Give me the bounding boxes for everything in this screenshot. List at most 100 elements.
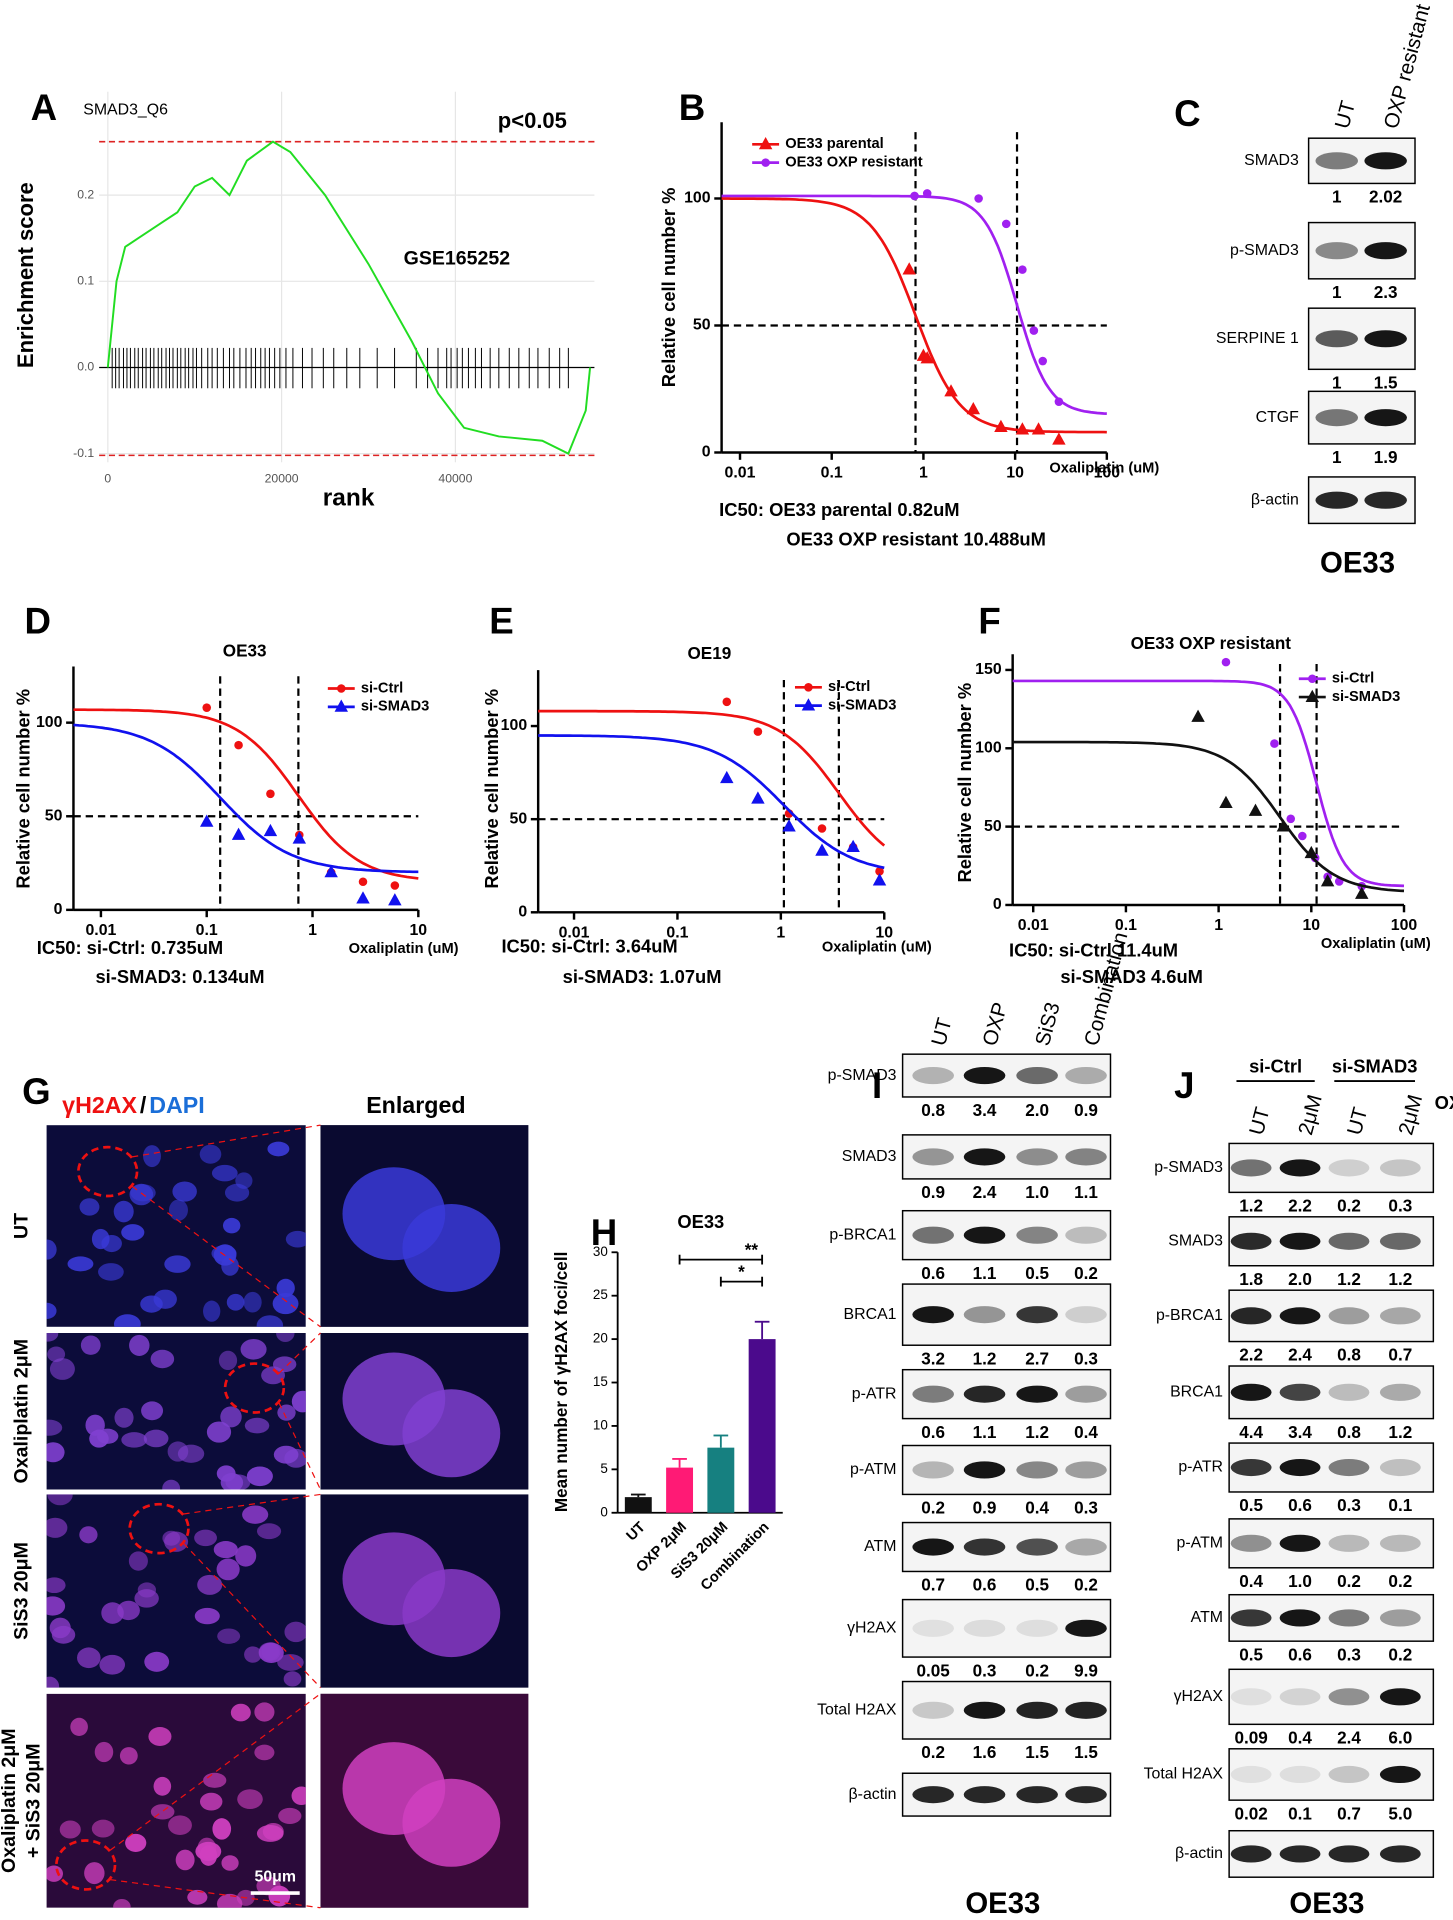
- panel-label: H: [591, 1212, 617, 1253]
- nucleus: [79, 1526, 98, 1544]
- x-tick-label: 20000: [265, 472, 299, 486]
- nucleus: [114, 1407, 134, 1428]
- nucleus: [222, 1217, 241, 1234]
- y-tick-label: 5: [600, 1461, 607, 1476]
- data-point: [1219, 795, 1233, 809]
- focus-circle: [77, 1145, 139, 1198]
- blot-band: [1315, 330, 1359, 348]
- nucleus: [199, 1792, 223, 1811]
- band-quantification: 0.2: [1074, 1576, 1098, 1595]
- blot-label: Total H2AX: [1144, 1766, 1224, 1783]
- blot-band: [963, 1619, 1006, 1637]
- image-title: Enlarged: [366, 1092, 465, 1118]
- blot-band: [912, 1226, 954, 1244]
- nucleus: [113, 1898, 131, 1908]
- data-point: [1355, 886, 1369, 899]
- lane-label: UT: [1245, 1105, 1274, 1138]
- blot-band: [1230, 1307, 1272, 1325]
- band-quantification: 0.4: [1074, 1423, 1098, 1442]
- nucleus: [148, 1727, 172, 1746]
- nucleus: [216, 1893, 243, 1908]
- image-title: DAPI: [149, 1092, 204, 1118]
- blot-band: [1016, 1385, 1058, 1403]
- y-tick-label: 30: [593, 1244, 608, 1259]
- data-point: [1276, 819, 1291, 832]
- y-tick-label: 10: [593, 1417, 608, 1432]
- x-tick-label: 40000: [438, 472, 472, 486]
- blot-band: [1065, 1538, 1107, 1556]
- blot-band: [1016, 1226, 1058, 1244]
- panel-label: C: [1174, 93, 1200, 134]
- band-quantification: 3.4: [1288, 1423, 1312, 1442]
- nucleus: [276, 1332, 295, 1342]
- blot-band: [963, 1461, 1006, 1479]
- nucleus: [220, 1473, 244, 1490]
- blot-band: [1379, 1845, 1421, 1863]
- nucleus: [141, 1401, 164, 1421]
- nucleus: [284, 1448, 306, 1468]
- x-tick-label: 10: [875, 924, 893, 941]
- zoom-line: [183, 1542, 321, 1689]
- data-point: [966, 401, 981, 415]
- data-point: [202, 703, 212, 712]
- blot-band: [1328, 1232, 1370, 1250]
- data-point: [1031, 422, 1046, 435]
- ic50-note: IC50: si-Ctrl 11.4uM: [1009, 939, 1178, 960]
- ic50-note: IC50: si-Ctrl: 3.64uM: [501, 936, 677, 957]
- band-quantification: 0.5: [1239, 1645, 1263, 1664]
- y-axis-label: Relative cell number %: [954, 683, 975, 883]
- data-point: [753, 727, 763, 736]
- data-point: [1038, 356, 1048, 366]
- blot-band: [1016, 1461, 1058, 1479]
- band-quantification: 1.2: [1025, 1423, 1049, 1442]
- band-quantification: 3.2: [921, 1349, 945, 1368]
- blot-band: [1016, 1538, 1058, 1556]
- blot-band: [963, 1226, 1006, 1244]
- legend-label: si-Ctrl: [828, 679, 870, 695]
- treatment-label: OXP: [1435, 1092, 1453, 1113]
- blot-band: [963, 1306, 1006, 1324]
- data-point: [324, 865, 338, 878]
- fit-curve: [721, 194, 1107, 415]
- nucleus: [291, 1786, 306, 1806]
- blot-label: ATM: [864, 1538, 896, 1555]
- nucleus: [197, 1837, 217, 1859]
- blot-label: p-BRCA1: [1156, 1307, 1223, 1324]
- blot-band: [963, 1538, 1006, 1556]
- blot-band: [1328, 1845, 1370, 1863]
- enlarged-nucleus: [402, 1203, 501, 1293]
- blot-band: [1279, 1688, 1321, 1706]
- blot-label: γH2AX: [1174, 1688, 1224, 1705]
- x-tick-label: 10: [1302, 917, 1320, 934]
- data-point: [292, 831, 307, 844]
- nucleus: [46, 1577, 66, 1594]
- band-quantification: 0.9: [1074, 1101, 1098, 1120]
- blot-band: [1230, 1383, 1272, 1401]
- blot-band: [1065, 1461, 1107, 1479]
- band-quantification: 4.4: [1239, 1423, 1263, 1442]
- blot-label: p-ATM: [1177, 1535, 1223, 1552]
- fit-curve: [721, 197, 1107, 434]
- nucleus: [121, 1432, 148, 1448]
- fit-curve: [1012, 679, 1405, 888]
- band-quantification: 1.1: [973, 1423, 997, 1442]
- nucleus: [197, 1574, 223, 1595]
- nucleus: [144, 1651, 170, 1672]
- nucleus: [256, 1825, 284, 1842]
- group-label: si-Ctrl: [1249, 1055, 1302, 1076]
- nucleus: [150, 1349, 175, 1369]
- panel-label: I: [872, 1065, 882, 1106]
- lane-label: UT: [1331, 98, 1360, 131]
- ic50-note: si-SMAD3: 1.07uM: [563, 966, 722, 987]
- fit-curve: [538, 734, 885, 870]
- nucleus: [143, 1429, 169, 1448]
- blot-band: [1379, 1383, 1421, 1401]
- blot-band: [1379, 1232, 1421, 1250]
- nucleus: [167, 1441, 189, 1462]
- nucleus: [79, 1198, 100, 1216]
- data-point: [199, 814, 214, 827]
- nucleus: [47, 1346, 66, 1363]
- blot-band: [1230, 1609, 1272, 1627]
- ic50-note: si-SMAD3: 0.134uM: [95, 966, 264, 987]
- data-point: [1191, 709, 1205, 722]
